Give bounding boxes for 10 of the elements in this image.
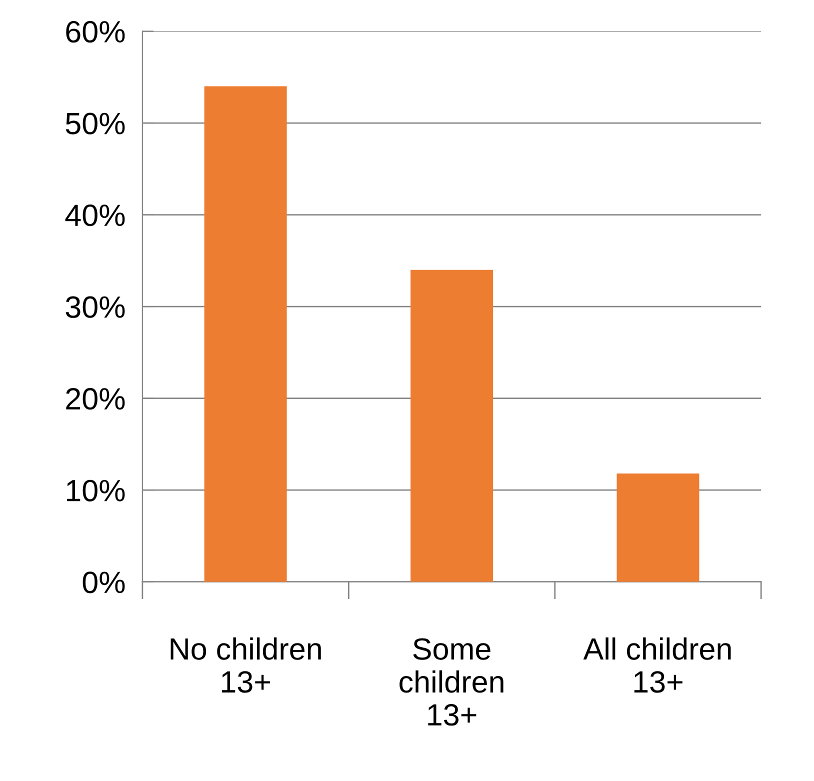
y-tick-label: 50%	[66, 112, 125, 134]
y-tick-label: 40%	[65, 204, 125, 226]
y-tick-label: 30%	[66, 296, 125, 318]
y-tick-label: 10%	[66, 480, 125, 502]
x-tick-label: Some children 13+	[400, 638, 504, 726]
x-tick-label: No children 13+	[170, 637, 321, 693]
x-tick-label: All children 13+	[583, 637, 731, 693]
y-tick-label: 60%	[66, 20, 125, 43]
y-tick-label: 20%	[66, 388, 125, 410]
y-tick-label: 0%	[82, 572, 125, 594]
